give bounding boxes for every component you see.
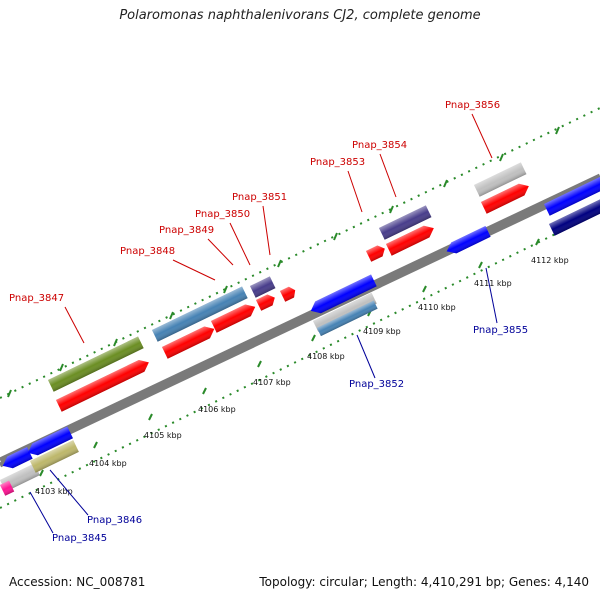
gene-label-bottom: Pnap_3845	[52, 533, 107, 544]
major-tick	[59, 363, 64, 372]
backbone-line	[0, 173, 600, 463]
accession-text: Accession: NC_008781	[9, 575, 146, 589]
leader-line	[485, 267, 498, 324]
leader-line	[347, 170, 363, 213]
major-tick	[478, 261, 483, 269]
tick-label: 4111 kbp	[474, 279, 512, 288]
tick-label: 4105 kbp	[144, 431, 182, 440]
gene-pnap-3847[interactable]	[48, 336, 144, 392]
major-tick	[223, 285, 228, 294]
major-tick	[93, 441, 98, 449]
gene-pnap-3851b[interactable]	[280, 285, 298, 302]
genome-summary-text: Topology: circular; Length: 4,410,291 bp…	[259, 575, 589, 589]
major-tick	[422, 285, 427, 293]
gene-label-top: Pnap_3856	[445, 100, 500, 111]
gene-pnap-3858[interactable]	[549, 193, 600, 236]
major-tick	[443, 179, 448, 188]
major-tick	[277, 259, 282, 268]
major-tick	[169, 311, 174, 320]
gene-features	[0, 162, 600, 496]
gene-pnap-3857[interactable]	[544, 173, 600, 216]
leader-line	[207, 238, 234, 266]
leader-line	[262, 205, 271, 256]
tick-label: 4109 kbp	[363, 327, 401, 336]
major-tick	[113, 338, 118, 347]
gene-pnap-3856b[interactable]	[481, 180, 532, 214]
gene-labels: Pnap_3847 Pnap_3848 Pnap_3849 Pnap_3850 Pnap…	[9, 100, 528, 544]
backbone-line-inner	[0, 178, 600, 468]
gene-pnap-3849[interactable]	[162, 323, 217, 359]
outer-dotted-track	[0, 107, 600, 399]
major-tick	[202, 387, 207, 395]
gene-pnap-3845b[interactable]	[25, 426, 73, 459]
gene-label-top: Pnap_3854	[352, 140, 407, 151]
major-tick	[499, 153, 504, 162]
gene-pnap-3855[interactable]	[444, 225, 491, 257]
gene-pnap-3844[interactable]	[0, 446, 33, 472]
gene-pnap-3850b[interactable]	[256, 292, 277, 311]
gene-pnap-3850[interactable]	[211, 301, 258, 333]
tick-label: 4110 kbp	[418, 303, 456, 312]
tick-label: 4103 kbp	[35, 487, 73, 496]
tick-label: 4106 kbp	[198, 405, 236, 414]
gene-pnap-3848[interactable]	[152, 286, 248, 342]
gene-label-top: Pnap_3850	[195, 209, 250, 220]
gene-label-bottom: Pnap_3855	[473, 325, 528, 336]
major-tick	[257, 360, 262, 368]
gene-pnap-3843[interactable]	[0, 480, 15, 496]
major-tick	[389, 205, 394, 214]
major-tick	[311, 334, 316, 342]
gene-pnap-3856[interactable]	[474, 162, 527, 197]
tick-label: 4108 kbp	[307, 352, 345, 361]
map-title: Polaromonas naphthalenivorans CJ2, compl…	[119, 8, 481, 23]
tick-label: 4107 kbp	[253, 378, 291, 387]
leader-line	[356, 334, 376, 379]
leader-line	[172, 259, 216, 281]
gene-label-top: Pnap_3848	[120, 246, 175, 257]
gene-label-bottom: Pnap_3846	[87, 515, 142, 526]
gene-pnap-3846[interactable]	[30, 440, 79, 473]
gene-pnap-3852[interactable]	[317, 300, 378, 337]
gene-pnap-3847-b[interactable]	[56, 356, 152, 412]
gene-label-top: Pnap_3851	[232, 192, 287, 203]
leader-line	[29, 491, 54, 534]
leader-line	[379, 153, 397, 198]
gene-pnap-3852c[interactable]	[313, 292, 377, 332]
gene-label-top: Pnap_3853	[310, 157, 365, 168]
leader-line	[471, 113, 493, 159]
tick-marks: 4103 kbp 4104 kbp 4105 kbp 4106 kbp 4107 kbp…	[7, 126, 569, 496]
major-tick	[7, 389, 12, 398]
gene-pnap-3851[interactable]	[250, 276, 276, 298]
gene-pnap-3854[interactable]	[379, 205, 432, 240]
gene-label-top: Pnap_3849	[159, 225, 214, 236]
gene-label-bottom: Pnap_3852	[349, 379, 404, 390]
tick-label: 4104 kbp	[89, 459, 127, 468]
leader-line	[64, 306, 85, 344]
major-tick	[535, 238, 540, 246]
gene-pnap-3852b[interactable]	[308, 274, 377, 317]
major-tick	[555, 126, 560, 135]
gene-label-top: Pnap_3847	[9, 293, 64, 304]
major-tick	[148, 413, 153, 421]
leader-line	[229, 222, 251, 266]
major-tick	[39, 469, 44, 477]
leader-line	[49, 469, 89, 516]
tick-label: 4112 kbp	[531, 256, 569, 265]
gene-pnap-3854b[interactable]	[386, 222, 437, 256]
major-tick	[333, 232, 338, 241]
gene-pnap-3853[interactable]	[366, 243, 387, 262]
